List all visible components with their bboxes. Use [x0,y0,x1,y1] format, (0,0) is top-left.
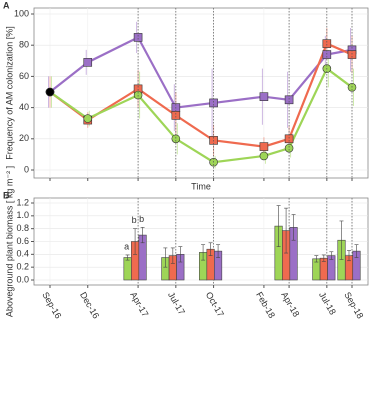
x-tick-label: Dec-16 [78,290,101,320]
x-tick-label: Jul-17 [166,290,187,316]
y-tick-label: 40 [19,102,29,112]
x-tick-label: Apr-17 [128,290,150,318]
marker [259,151,269,161]
y-tick-label: 1.2 [16,197,29,207]
marker [171,111,181,120]
x-tick-label: Feb-18 [254,290,277,320]
y-tick-label: 60 [19,71,29,81]
y-tick-label: 100 [14,8,29,18]
marker [209,98,218,108]
marker [45,87,55,97]
y-tick-label: 0.0 [16,274,29,284]
y-tick-label: 0.6 [16,236,29,246]
marker [284,134,294,144]
x-tick-label: Jul-18 [317,290,338,316]
y-tick-label: 0.8 [16,223,29,233]
panel-label: A [3,0,10,10]
y-tick-label: 80 [19,40,29,50]
marker [83,58,93,67]
marker [259,92,269,101]
marker [171,134,181,144]
y-axis-label: Aboveground plant biomass [ kg m⁻² ] [4,166,14,317]
y-tick-label: 0 [24,164,29,174]
plot-frame [33,7,369,179]
y-tick-label: 1.0 [16,210,29,220]
significance-label: b [139,214,144,224]
x-tick-label: Sep-16 [40,290,63,320]
marker [133,33,143,42]
marker [284,143,294,153]
significance-label: b [132,215,137,225]
bar [123,257,132,281]
marker [83,114,93,123]
y-tick-label: 0.4 [16,249,29,259]
y-tick-label: 0.2 [16,262,29,272]
marker [322,39,332,48]
panel-label: B [3,190,10,200]
significance-label: a [124,241,129,251]
x-axis-label: Time [191,181,211,191]
x-tick-label: Sep-18 [342,290,365,320]
x-tick-label: Oct-17 [204,290,226,318]
x-tick-label: Apr-18 [279,290,301,318]
marker [259,142,269,151]
y-axis-label: Frequency of AM colonization [%] [4,26,14,160]
y-tick-label: 20 [19,133,29,143]
marker [284,95,294,105]
